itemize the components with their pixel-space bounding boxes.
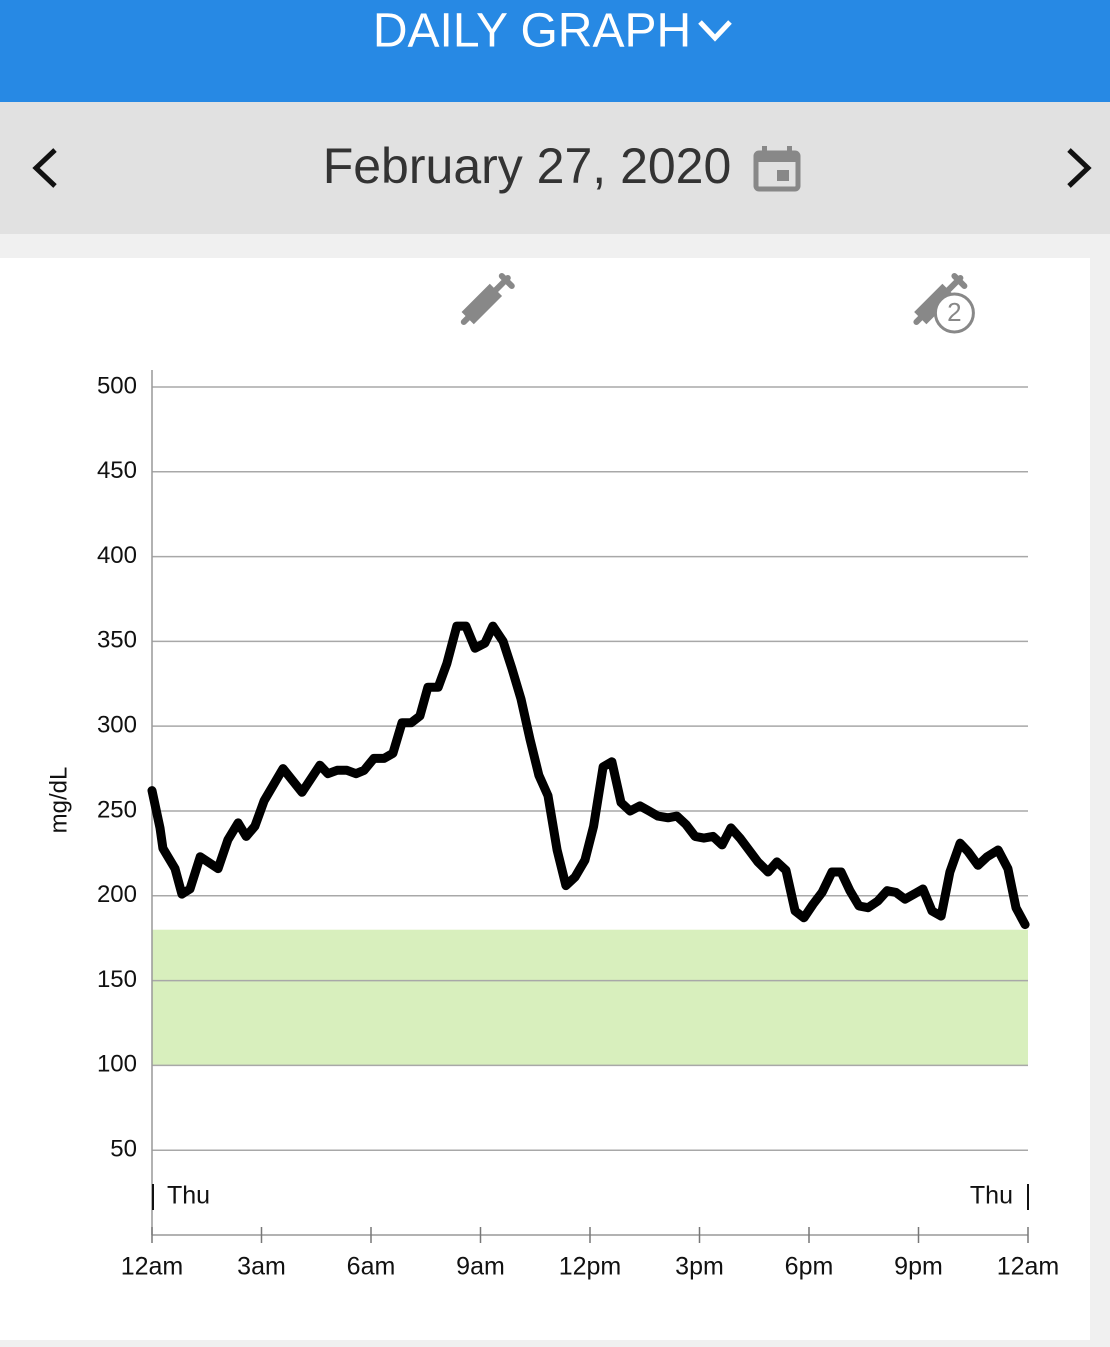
- y-tick-label: 150: [97, 966, 137, 993]
- date-bar: [0, 102, 1110, 234]
- event-icon[interactable]: 2: [913, 273, 975, 334]
- y-tick-label: 500: [97, 372, 137, 399]
- x-tick-label: 9pm: [894, 1253, 943, 1281]
- y-tick-label: 350: [97, 627, 137, 654]
- day-label: Thu: [970, 1182, 1013, 1210]
- y-tick-label: 400: [97, 542, 137, 569]
- y-tick-label: 50: [110, 1136, 137, 1163]
- x-tick-label: 9am: [456, 1253, 505, 1281]
- calendar-icon[interactable]: [753, 146, 801, 192]
- syringe: [460, 273, 515, 325]
- next-day[interactable]: [1067, 148, 1092, 188]
- dropdown-chevron[interactable]: [698, 20, 732, 42]
- date[interactable]: February 27, 2020: [323, 138, 732, 194]
- y-axis-label: mg/dL: [45, 767, 72, 834]
- x-tick-label: 3pm: [675, 1253, 724, 1281]
- x-tick-label: 12pm: [559, 1253, 622, 1281]
- top-bar: [0, 0, 1110, 102]
- x-tick-label: 6am: [347, 1253, 396, 1281]
- y-tick-label: 100: [97, 1051, 137, 1078]
- badge: [933, 292, 975, 334]
- badge-label: 2: [947, 297, 961, 327]
- y-tick-label: 200: [97, 881, 137, 908]
- target-range: [152, 929, 1028, 1066]
- y-tick-label: 300: [97, 712, 137, 739]
- day-label: Thu: [167, 1182, 210, 1210]
- screen-title[interactable]: DAILY GRAPH: [373, 5, 691, 58]
- prev-day[interactable]: [32, 148, 57, 188]
- x-tick-label: 12am: [121, 1253, 184, 1281]
- event-icon[interactable]: [460, 273, 515, 325]
- y-tick-label: 450: [97, 457, 137, 484]
- y-tick-label: 250: [97, 796, 137, 823]
- x-tick-label: 6pm: [785, 1253, 834, 1281]
- glucose-line: [147, 621, 1030, 930]
- x-tick-label: 12am: [997, 1253, 1060, 1281]
- x-tick-label: 3am: [237, 1253, 286, 1281]
